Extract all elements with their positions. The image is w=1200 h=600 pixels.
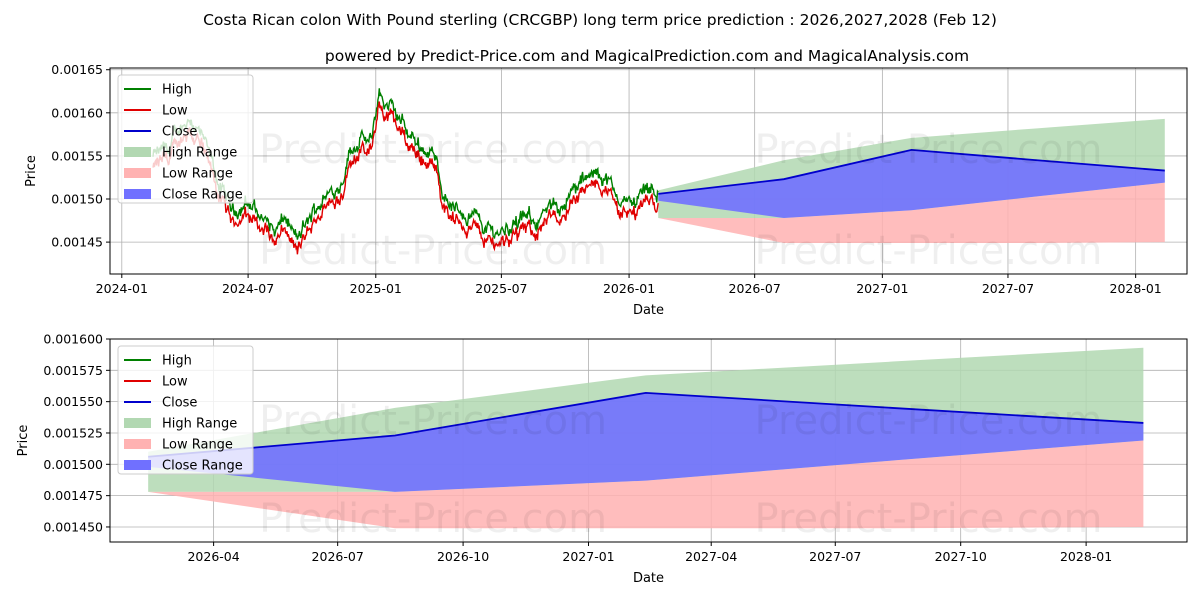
legend-label: Low Range [162,438,233,453]
x-tick-label: 2026-10 [437,549,489,564]
watermark-left: Predict-Price.com [259,228,607,274]
legend-label: Close Range [162,188,243,203]
y-tick-label: 0.001525 [43,425,103,440]
watermark-right-upper: Predict-Price.com [755,398,1103,444]
legend-label: Low Range [162,167,233,182]
watermark-right-upper: Predict-Price.com [755,127,1103,173]
y-tick-label: 0.001575 [43,363,103,378]
legend-swatch [124,460,151,470]
legend-label: Close [162,125,197,140]
x-tick-label: 2024-07 [222,281,274,296]
x-tick-label: 2025-01 [350,281,402,296]
legend-label: Close Range [162,459,243,474]
y-tick-label: 0.001450 [43,519,103,534]
x-tick-label: 2028-01 [1110,281,1162,296]
y-tick-label: 0.00155 [51,148,103,163]
x-tick-label: 2027-07 [809,549,861,564]
legend-swatch [124,418,151,428]
close-range-area [658,149,1165,218]
low-range-area [658,182,1165,243]
x-tick-label: 2026-04 [187,549,239,564]
close-forecast-line [658,148,1165,195]
x-tick-label: 2026-01 [603,281,655,296]
legend-label: High Range [162,417,237,432]
legend-label: Low [162,104,188,119]
y-tick-label: 0.00150 [51,192,103,207]
legend-label: High [162,83,192,98]
x-tick-label: 2026-07 [729,281,781,296]
x-tick-label: 2025-07 [475,281,527,296]
x-tick-label: 2028-01 [1060,549,1112,564]
legend-label: High Range [162,146,237,161]
watermark-left-upper: Predict-Price.com [259,127,607,173]
x-tick-label: 2024-01 [96,281,148,296]
chart-subtitle: powered by Predict-Price.com and Magical… [325,47,969,65]
y-tick-label: 0.00160 [51,105,103,120]
legend-box [117,74,254,204]
watermark-right: Predict-Price.com [755,228,1103,274]
y-axis-label: Price [24,155,39,187]
legend-label: Low [162,375,188,390]
x-tick-label: 2027-10 [935,549,987,564]
x-tick-label: 2027-07 [982,281,1034,296]
y-tick-label: 0.001500 [43,457,103,472]
y-tick-label: 0.00165 [51,62,103,77]
watermark-right: Predict-Price.com [755,496,1103,542]
close-forecast-line [148,391,1144,458]
legend-swatch [124,168,151,178]
chart-title: Costa Rican colon With Pound sterling (C… [203,11,997,29]
legend-label: High [162,354,192,369]
x-axis-label: Date [633,571,664,586]
y-axis-label: Price [16,425,31,457]
x-tick-label: 2027-01 [856,281,908,296]
legend-swatch [124,147,151,157]
watermark-left: Predict-Price.com [259,496,607,542]
close-range-area [148,392,1144,492]
high-series-line [152,88,659,240]
watermark-left-upper: Predict-Price.com [259,398,607,444]
legend-swatch [124,439,151,449]
y-tick-label: 0.001600 [43,332,103,347]
low-series-line [152,101,659,255]
plot-frame [109,338,1188,543]
x-tick-label: 2027-04 [685,549,737,564]
legend-label: Close [162,396,197,411]
y-tick-label: 0.00145 [51,235,103,250]
low-range-area [148,440,1144,529]
legend-box [117,345,254,475]
bottom-forecast-chart: Predict-Price.com Predict-Price.com Predic… [16,332,1188,586]
y-tick-label: 0.001550 [43,394,103,409]
plot-frame [109,67,1188,275]
y-tick-label: 0.001475 [43,488,103,503]
x-axis-label: Date [633,303,664,318]
top-price-chart: Predict-Price.com Predict-Price.com Predic… [24,62,1188,318]
x-tick-label: 2027-01 [562,549,614,564]
x-tick-label: 2026-07 [312,549,364,564]
legend-swatch [124,189,151,199]
